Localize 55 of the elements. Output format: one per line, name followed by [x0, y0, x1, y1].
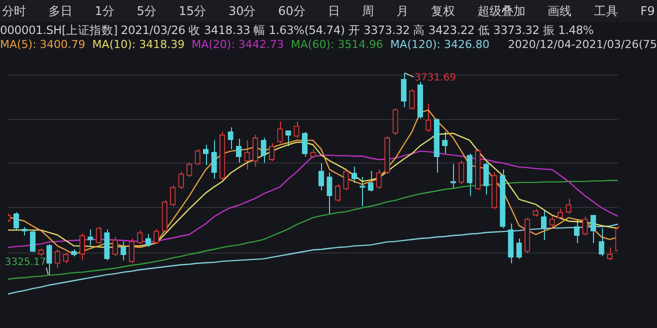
- candlestick: [442, 131, 448, 154]
- text: 画线: [548, 2, 572, 20]
- candlestick: [524, 217, 530, 254]
- candlestick: [120, 240, 126, 261]
- candlestick: [508, 223, 514, 264]
- candlestick: [326, 172, 332, 214]
- chart-subtitle: 2020/12/04-2021/03/26(75: [508, 38, 657, 51]
- text: 多日: [48, 2, 72, 20]
- candlestick: [236, 138, 242, 164]
- candlestick: [88, 229, 94, 246]
- candlestick: [475, 148, 481, 191]
- text: 30分: [228, 2, 256, 20]
- candlestick: [112, 236, 118, 257]
- text: 超级叠加: [477, 2, 526, 20]
- candlestick: [598, 228, 604, 256]
- candlestick: [228, 126, 234, 150]
- candlestick: [46, 243, 52, 276]
- candlestick: [211, 140, 217, 179]
- chart-title: 000001.SH[上证指数] 2021/03/26 收 3418.33 幅 1.63%(54.74) 开 3373.32 高 3423.22 低 3373.32 振 1.48%: [0, 22, 594, 38]
- text: MA(5): 3400.79: [0, 38, 86, 51]
- candlestick: [516, 238, 522, 260]
- candlestick: [434, 118, 440, 174]
- text: 3731.69: [414, 72, 456, 84]
- candlestick: [260, 137, 266, 164]
- candlestick: [400, 72, 407, 108]
- candlestick: [540, 210, 547, 240]
- candlestick: [466, 153, 472, 196]
- text: 月: [396, 2, 408, 20]
- text: 5分: [136, 2, 156, 20]
- candlestick: [606, 246, 613, 261]
- text: 3325.17: [4, 257, 46, 268]
- text: 日: [328, 2, 340, 20]
- candlestick: [574, 218, 580, 244]
- text: 工具: [594, 2, 618, 20]
- text: MA(120): 3426.80: [390, 38, 490, 51]
- text: 1分: [94, 2, 114, 20]
- candlestick: [277, 120, 283, 144]
- candlestick: [294, 120, 300, 138]
- candlestick: [79, 233, 86, 261]
- candlestick: [244, 140, 250, 170]
- text: F9: [640, 4, 655, 18]
- candlestick: [426, 103, 432, 132]
- candlestick: [483, 162, 489, 195]
- text: MA(20): 3442.73: [192, 38, 284, 51]
- text: 分时: [2, 2, 26, 20]
- text: 复权: [430, 2, 455, 20]
- candlestick: [203, 144, 209, 166]
- text: MA(60): 3514.96: [290, 38, 384, 51]
- text: 周: [362, 2, 374, 20]
- candlestick: [590, 214, 596, 244]
- text: MA(10): 3418.39: [92, 38, 185, 51]
- candlestick: [351, 166, 358, 184]
- candlestick: [318, 162, 324, 191]
- text: 15分: [178, 2, 206, 20]
- text: 60分: [278, 2, 306, 20]
